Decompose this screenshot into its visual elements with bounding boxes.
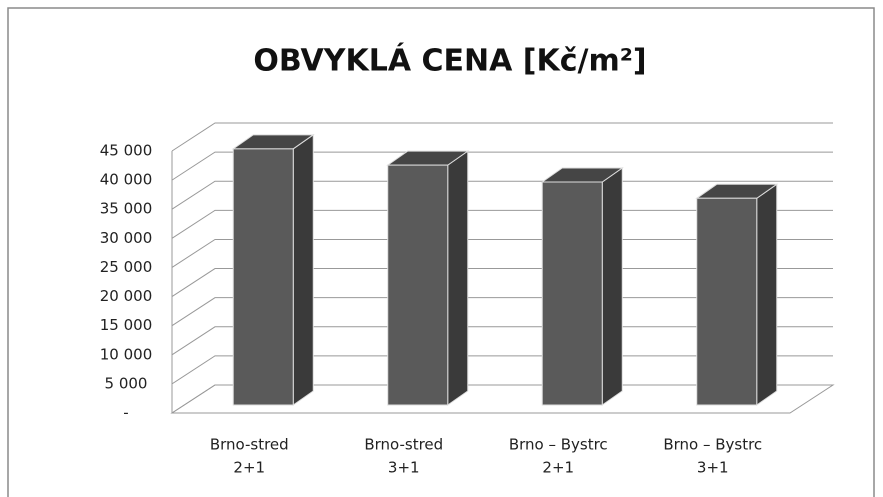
bar-side bbox=[756, 183, 778, 406]
grid-line bbox=[171, 326, 833, 356]
grid-line bbox=[171, 355, 833, 385]
bar-side bbox=[447, 150, 469, 406]
y-tick-label: 20 000 bbox=[100, 287, 153, 305]
bar-side bbox=[292, 133, 314, 406]
x-tick-label: Brno-stred bbox=[210, 436, 289, 454]
x-tick-label: 3+1 bbox=[697, 459, 729, 477]
grid-line bbox=[171, 209, 833, 239]
bar-front bbox=[696, 197, 758, 406]
x-tick-label: Brno – Bystrc bbox=[663, 436, 762, 454]
x-tick-label: Brno-stred bbox=[364, 436, 443, 454]
y-tick-label: 45 000 bbox=[100, 142, 153, 160]
grid-line bbox=[171, 268, 833, 297]
bar-front bbox=[387, 164, 449, 406]
x-tick-label: 2+1 bbox=[542, 459, 574, 477]
y-tick-label: 10 000 bbox=[100, 345, 153, 363]
bar bbox=[695, 183, 779, 406]
x-tick-label: 3+1 bbox=[388, 459, 420, 477]
grid-line bbox=[171, 180, 833, 210]
y-tick-label: 5 000 bbox=[105, 374, 148, 392]
x-tick-label: 2+1 bbox=[233, 459, 265, 477]
y-tick-label: 35 000 bbox=[100, 200, 153, 218]
bar bbox=[386, 150, 470, 406]
y-tick-label: 40 000 bbox=[100, 171, 153, 189]
x-tick-label: Brno – Bystrc bbox=[509, 436, 608, 454]
grid-line bbox=[171, 384, 833, 414]
bar-side bbox=[601, 167, 623, 406]
bar bbox=[540, 167, 624, 406]
chart-title: OBVYKLÁ CENA [Kč/m²] bbox=[253, 43, 646, 79]
y-tick-label: 30 000 bbox=[100, 229, 153, 247]
y-tick-label: - bbox=[123, 404, 128, 422]
bar-front bbox=[232, 148, 294, 406]
grid-line bbox=[171, 238, 833, 268]
bar bbox=[231, 133, 315, 406]
bar-front bbox=[541, 181, 603, 406]
grid-line bbox=[171, 122, 833, 152]
y-tick-label: 25 000 bbox=[100, 258, 153, 276]
grid-line bbox=[171, 297, 833, 327]
y-tick-label: 15 000 bbox=[100, 316, 153, 334]
grid-line bbox=[171, 151, 833, 181]
